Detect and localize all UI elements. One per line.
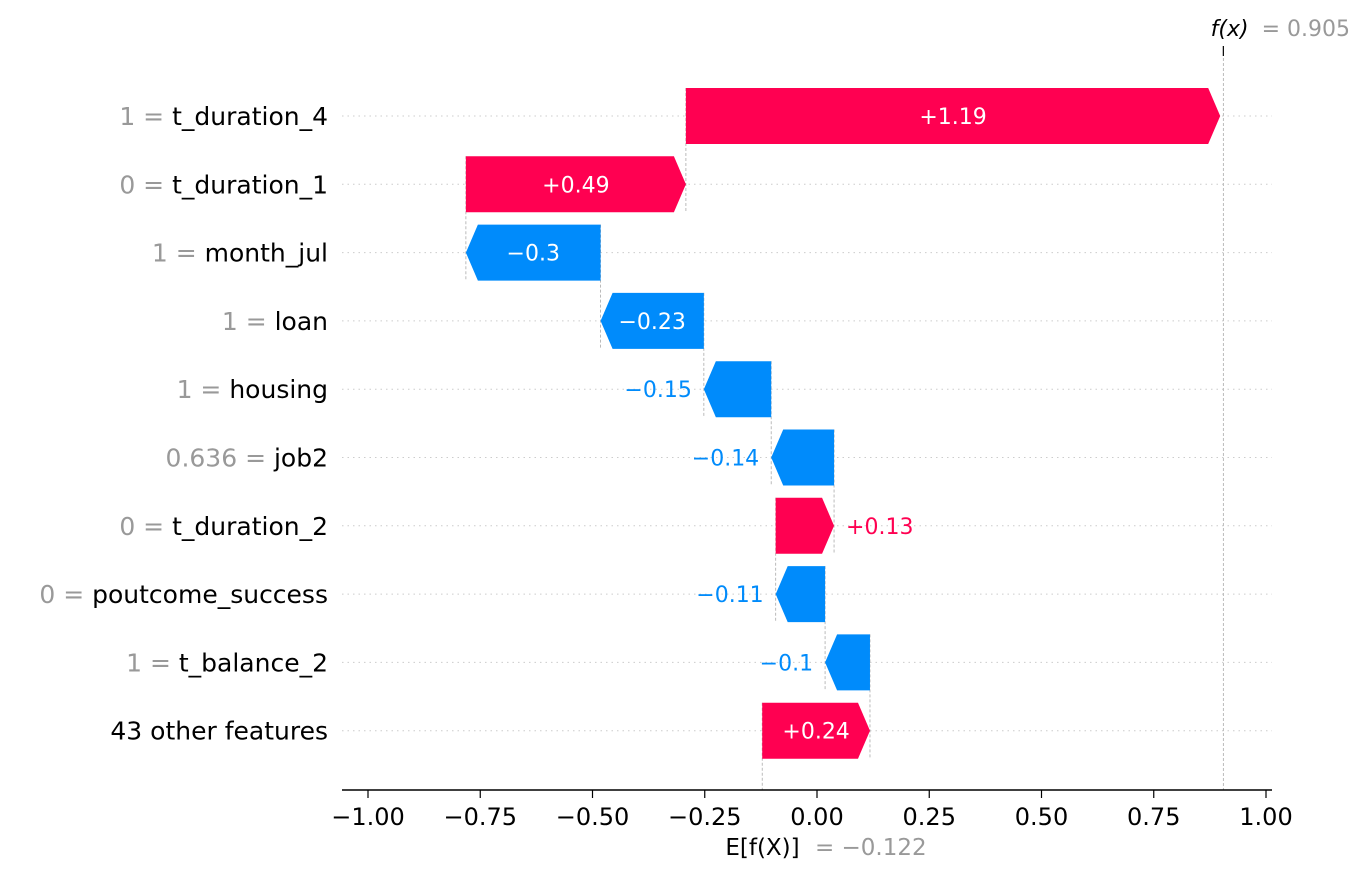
x-tick-label: 0.25 (903, 803, 956, 831)
waterfall-bar (771, 429, 835, 486)
bar-value-label: −0.15 (624, 378, 691, 403)
waterfall-bar (775, 566, 826, 623)
bar-value-label: −0.3 (507, 242, 560, 267)
output-value-number: = 0.905 (1262, 17, 1350, 42)
waterfall-bar (762, 702, 870, 759)
feature-value: 1 = (126, 648, 179, 677)
feature-value: 1 = (152, 239, 205, 268)
feature-name: poutcome_success (92, 580, 328, 609)
bar-value-label: −0.11 (696, 583, 763, 608)
bar-value-label: +1.19 (919, 105, 986, 130)
base-value-prefix: E[f(X)] (725, 835, 799, 861)
feature-name: t_duration_2 (172, 512, 328, 541)
waterfall-bar (685, 88, 1221, 144)
base-value-number: = −0.122 (815, 835, 927, 861)
x-tick-label: 0.00 (790, 803, 843, 831)
waterfall-bar (825, 634, 870, 691)
bar-value-label: +0.49 (542, 173, 609, 198)
output-value-prefix: f(x) (1211, 17, 1249, 42)
feature-label: 0.636 = job2 (166, 444, 328, 473)
x-tick-label: 0.75 (1127, 803, 1180, 831)
feature-name: loan (275, 307, 328, 336)
feature-label: 0 = t_duration_2 (119, 512, 328, 541)
feature-name: housing (229, 375, 328, 404)
bar-value-label: +0.24 (782, 720, 849, 745)
x-axis: −1.00 −0.75 −0.50 −0.25 0.00 0.25 0.50 0.75 1.00 (331, 789, 1293, 831)
feature-label: 1 = t_balance_2 (126, 648, 328, 677)
x-tick-label: 1.00 (1239, 803, 1292, 831)
feature-value: 0 = (119, 512, 172, 541)
feature-name: t_duration_4 (172, 102, 328, 131)
feature-value: 0 = (39, 580, 92, 609)
feature-name: month_jul (205, 239, 328, 268)
feature-value: 0 = (119, 170, 172, 199)
bar-value-label: −0.1 (760, 651, 813, 676)
feature-label: 1 = housing (177, 375, 328, 404)
bar-value-label: +0.13 (846, 515, 913, 540)
waterfall-bar (465, 224, 601, 281)
waterfall-bar (775, 497, 835, 554)
feature-value: 1 = (119, 102, 172, 131)
feature-label: 1 = loan (222, 307, 328, 336)
feature-labels: 1 = t_duration_4 0 = t_duration_1 1 = mont… (39, 102, 328, 746)
x-tick-label: −0.50 (556, 803, 630, 831)
feature-label: 0 = poutcome_success (39, 580, 328, 609)
x-tick-label: 0.50 (1015, 803, 1068, 831)
output-value-label: f(x) = 0.905 (1211, 17, 1350, 42)
feature-label: 1 = month_jul (152, 239, 328, 268)
feature-name: t_balance_2 (179, 648, 328, 677)
feature-name: t_duration_1 (172, 170, 328, 199)
bars: +1.19 +0.49 −0.3 −0.23 −0.15 −0.14 +0.13 −0.11 −… (465, 88, 1221, 759)
feature-name: 43 other features (110, 717, 328, 746)
base-value-label: E[f(X)] = −0.122 (725, 835, 926, 861)
feature-value: 0.636 = (166, 444, 274, 473)
feature-label: 43 other features (110, 717, 328, 746)
bar-value-label: −0.14 (692, 447, 759, 472)
x-tick-label: −1.00 (331, 803, 405, 831)
bar-value-label: −0.23 (619, 310, 686, 335)
feature-name: job2 (273, 444, 328, 473)
x-tick-label: −0.75 (443, 803, 517, 831)
x-tick-label: −0.25 (668, 803, 742, 831)
waterfall-bar (600, 292, 704, 349)
feature-label: 1 = t_duration_4 (119, 102, 328, 131)
waterfall-bar (465, 156, 686, 213)
feature-label: 0 = t_duration_1 (119, 170, 328, 199)
feature-value: 1 = (177, 375, 230, 404)
feature-value: 1 = (222, 307, 275, 336)
waterfall-bar (703, 361, 772, 418)
